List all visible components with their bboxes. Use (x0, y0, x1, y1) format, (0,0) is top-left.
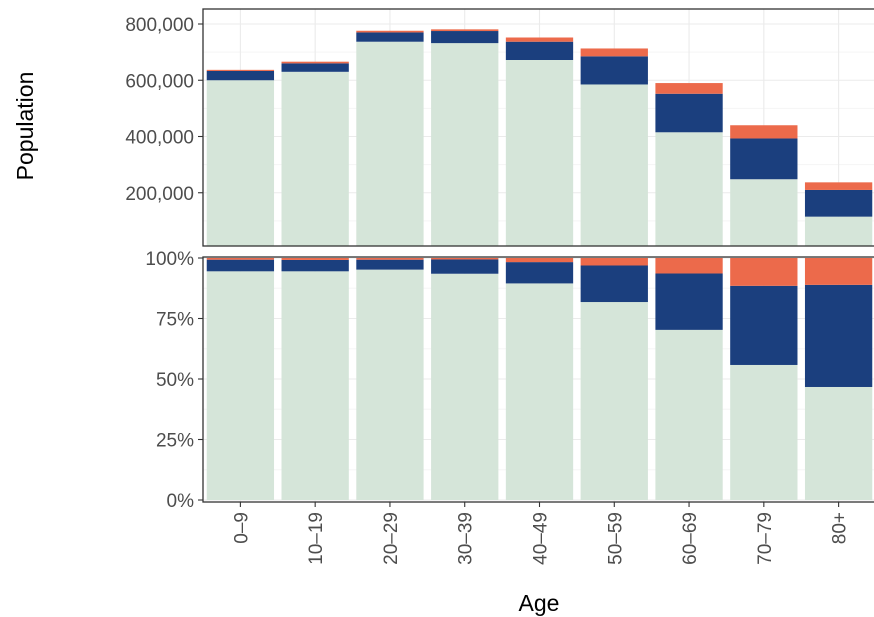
bar-segment-dark (206, 70, 275, 81)
bar-segment-light (804, 216, 873, 246)
y-tick-label: 600,000 (125, 71, 194, 92)
bar-segment-light (580, 84, 648, 246)
bar-segment-orange (580, 48, 648, 57)
bar-segment-light (281, 271, 349, 500)
bar-segment-light (730, 179, 798, 246)
bar-segment-orange (655, 83, 723, 94)
bar-segment-orange (431, 258, 499, 260)
panel-population-share: 0% 25% 50% 75% 100% (145, 249, 874, 512)
bar-segment-orange (505, 258, 574, 263)
x-tick-label: 60–69 (680, 512, 701, 565)
bar-segment-dark (281, 63, 349, 72)
bar-segment-orange (730, 258, 798, 286)
plot-area-share (203, 257, 874, 502)
x-tick-label: 30–39 (456, 512, 477, 565)
bar-segment-dark (580, 56, 648, 85)
bar-segment-dark (505, 262, 574, 284)
bar-segment-dark (206, 259, 275, 272)
y-tick-label: 100% (145, 249, 194, 270)
bar-segment-light (206, 271, 275, 500)
bar-segment-dark (356, 32, 424, 42)
bar-segment-dark (655, 93, 723, 133)
bar-segment-light (655, 329, 723, 500)
bar-segment-dark (730, 138, 798, 180)
x-tick-label: 40–49 (531, 512, 552, 565)
x-tick-label: 20–29 (381, 512, 402, 565)
bar-segment-orange (206, 69, 275, 71)
x-tick-label: 70–79 (755, 512, 776, 565)
bar-segment-dark (580, 265, 648, 303)
bar-segment-light (356, 41, 424, 246)
bar-segment-light (431, 43, 499, 246)
bar-segment-dark (655, 273, 723, 330)
x-tick-label: 80+ (830, 512, 851, 544)
bar-segment-dark (730, 285, 798, 365)
bar-segment-dark (281, 259, 349, 272)
bar-segment-light (580, 302, 648, 500)
bar-segment-orange (505, 37, 574, 42)
x-tick-label: 10–19 (306, 512, 327, 565)
bar-segment-orange (281, 258, 349, 260)
bar-segment-orange (431, 29, 499, 32)
panel-population-count: 200,000 400,000 600,000 800,000 (125, 8, 874, 247)
bar-segment-dark (431, 31, 499, 44)
bar-segment-orange (730, 125, 798, 139)
x-tick-label: 0–9 (231, 512, 252, 544)
bar-segment-light (505, 60, 574, 246)
bar-segment-light (281, 71, 349, 246)
x-axis-ticks: 0–9 10–19 20–29 30–39 40–49 50–59 60–69 70–79 80… (231, 502, 851, 565)
bar-segment-orange (356, 258, 424, 260)
y-tick-label: 400,000 (125, 128, 194, 149)
bar-segment-light (730, 364, 798, 500)
bar-segment-light (431, 273, 499, 500)
panel-border (202, 8, 874, 247)
x-axis-title: Age (519, 590, 560, 616)
bar-segment-dark (804, 284, 873, 387)
bar-segment-orange (281, 61, 349, 64)
bar-segment-orange (356, 30, 424, 33)
bar-segment-orange (804, 258, 873, 285)
bar-segment-light (356, 269, 424, 500)
bar-segment-light (804, 386, 873, 500)
y-axis-title: Population (12, 72, 38, 181)
bar-segment-light (206, 80, 275, 246)
bar-segment-orange (580, 258, 648, 266)
bar-segment-dark (431, 259, 499, 274)
x-tick-label: 50–59 (605, 512, 626, 565)
bar-segment-dark (356, 259, 424, 270)
bar-segment-light (655, 132, 723, 246)
bar-segment-dark (804, 189, 873, 217)
y-tick-label: 800,000 (125, 15, 194, 36)
y-tick-label: 200,000 (125, 184, 194, 205)
y-tick-label: 25% (156, 431, 194, 452)
y-tick-label: 75% (156, 310, 194, 331)
bar-segment-orange (804, 182, 873, 190)
bar-segment-dark (505, 41, 574, 60)
bar-segment-orange (206, 258, 275, 260)
y-tick-label: 0% (167, 491, 195, 512)
bar-segment-light (505, 283, 574, 500)
y-tick-label: 50% (156, 370, 194, 391)
plot-area-count (203, 9, 874, 246)
bar-segment-orange (655, 258, 723, 274)
